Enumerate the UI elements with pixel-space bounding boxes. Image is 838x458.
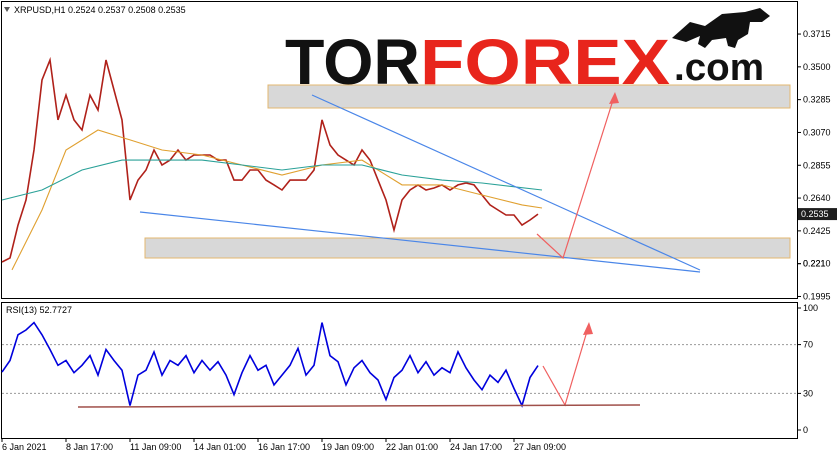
y-tick-label: 100 xyxy=(803,303,818,313)
bull-icon xyxy=(672,8,770,48)
y-tick-label: 0.221 xyxy=(803,259,826,269)
x-tick-label: 27 Jan 09:00 xyxy=(514,442,566,452)
y-tick-label: 0.2640 xyxy=(803,193,831,203)
rsi-support-line xyxy=(77,404,641,408)
x-tick-label: 14 Jan 01:00 xyxy=(194,442,246,452)
series-line xyxy=(1,56,539,263)
x-tick-label: 24 Jan 17:00 xyxy=(450,442,502,452)
y-tick-label: 0 xyxy=(803,425,808,435)
support-zone xyxy=(144,237,791,259)
resistance-zone xyxy=(267,84,791,109)
price-panel xyxy=(1,1,798,299)
x-tick-label: 6 Jan 2021 xyxy=(2,442,47,452)
x-tick-label: 22 Jan 01:00 xyxy=(386,442,438,452)
rsi-title: RSI(13) 52.7727 xyxy=(6,305,72,315)
y-tick-label: 0.2425 xyxy=(803,226,831,236)
arrow-head xyxy=(609,92,619,104)
logo-part: TOR xyxy=(285,26,420,98)
x-tick-label: 16 Jan 17:00 xyxy=(258,442,310,452)
rsi-panel xyxy=(1,302,798,439)
logo-part: FOREX xyxy=(420,26,670,98)
series-line xyxy=(1,321,539,408)
series-line xyxy=(1,159,543,201)
x-tick-label: 19 Jan 09:00 xyxy=(322,442,374,452)
y-tick-label: 30 xyxy=(803,388,813,398)
logo-part: .com xyxy=(674,47,764,89)
series-line xyxy=(11,129,543,271)
y-tick-label: 0.3285 xyxy=(803,95,831,105)
y-tick-label: 0.2210 xyxy=(803,259,831,269)
x-tick-label: 11 Jan 09:00 xyxy=(130,442,181,452)
y-tick-label: 0.3715 xyxy=(803,29,831,39)
trend-line-upper xyxy=(311,94,701,271)
x-tick-label: 8 Jan 17:00 xyxy=(66,442,113,452)
forecast-arrow xyxy=(536,96,615,260)
y-tick-label: 70 xyxy=(803,340,813,350)
logo: TOR FOREX .com xyxy=(285,8,770,98)
y-tick-label: 0.1995 xyxy=(803,291,831,301)
trend-line-lower xyxy=(139,211,701,273)
symbol-icon xyxy=(4,7,10,12)
y-tick-label: 0.2855 xyxy=(803,160,831,170)
y-tick-label: 0.3500 xyxy=(803,62,831,72)
arrow-head xyxy=(583,322,593,335)
y-tick-label: 0.3070 xyxy=(803,127,831,137)
price-label: 0.2535 xyxy=(801,209,829,219)
price-label-box xyxy=(798,208,837,221)
chart-title: XRPUSD,H1 0.2524 0.2537 0.2508 0.2535 xyxy=(14,5,186,15)
